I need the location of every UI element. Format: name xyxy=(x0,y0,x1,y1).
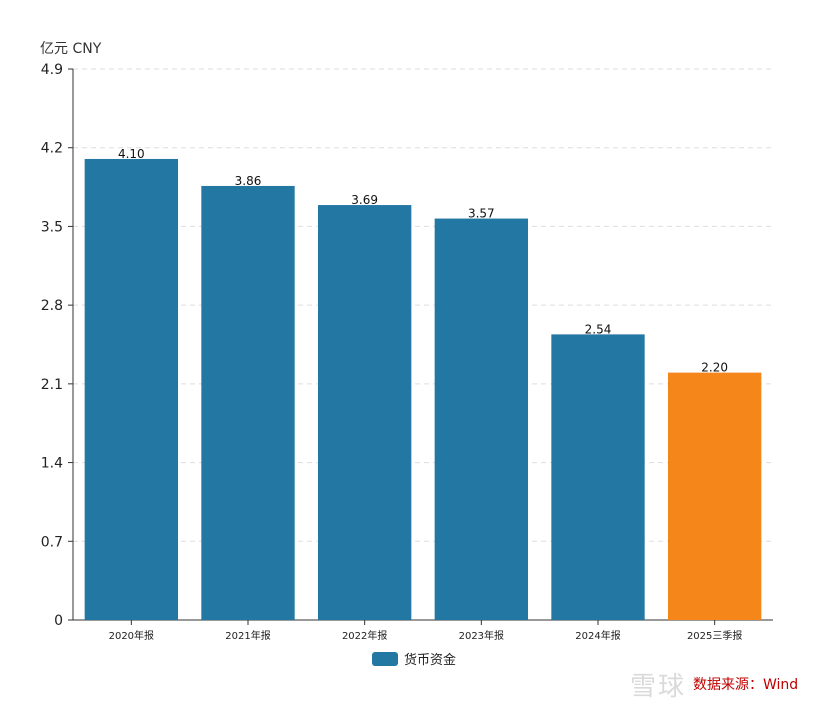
legend: 货币资金 xyxy=(372,649,456,668)
bar-value-label: 3.57 xyxy=(468,207,495,221)
bar-value-label: 4.10 xyxy=(118,147,145,161)
y-tick-label: 4.2 xyxy=(41,141,63,157)
y-tick-label: 0.7 xyxy=(41,534,63,550)
bar xyxy=(318,205,412,620)
source-note: 数据来源：Wind xyxy=(693,677,799,693)
watermark: 雪球 xyxy=(630,672,687,702)
bar xyxy=(551,334,645,620)
legend-label: 货币资金 xyxy=(404,653,457,668)
y-tick-label: 2.1 xyxy=(41,377,63,393)
bar-value-label: 2.20 xyxy=(701,361,728,375)
y-tick-label: 2.8 xyxy=(41,298,63,314)
bar xyxy=(434,218,528,621)
x-tick-label: 2021年报 xyxy=(225,629,270,642)
bar xyxy=(668,372,762,620)
y-tick-label: 4.9 xyxy=(41,62,63,78)
bar xyxy=(201,185,295,620)
x-tick-label: 2022年报 xyxy=(342,629,387,642)
y-axis-unit-label: 亿元 CNY xyxy=(40,41,102,57)
x-tick-label: 2020年报 xyxy=(109,629,154,642)
y-tick-label: 0 xyxy=(54,613,63,629)
x-tick-label: 2024年报 xyxy=(575,629,620,642)
legend-swatch xyxy=(372,651,398,666)
bar-value-label: 3.86 xyxy=(235,174,262,188)
bar xyxy=(84,158,178,621)
x-tick-label: 2025三季报 xyxy=(687,629,742,642)
y-tick-label: 3.5 xyxy=(41,219,63,235)
bar-value-label: 2.54 xyxy=(585,322,612,336)
bar-value-label: 3.69 xyxy=(351,193,378,207)
x-tick-label: 2023年报 xyxy=(459,629,504,642)
y-tick-label: 1.4 xyxy=(41,456,63,472)
